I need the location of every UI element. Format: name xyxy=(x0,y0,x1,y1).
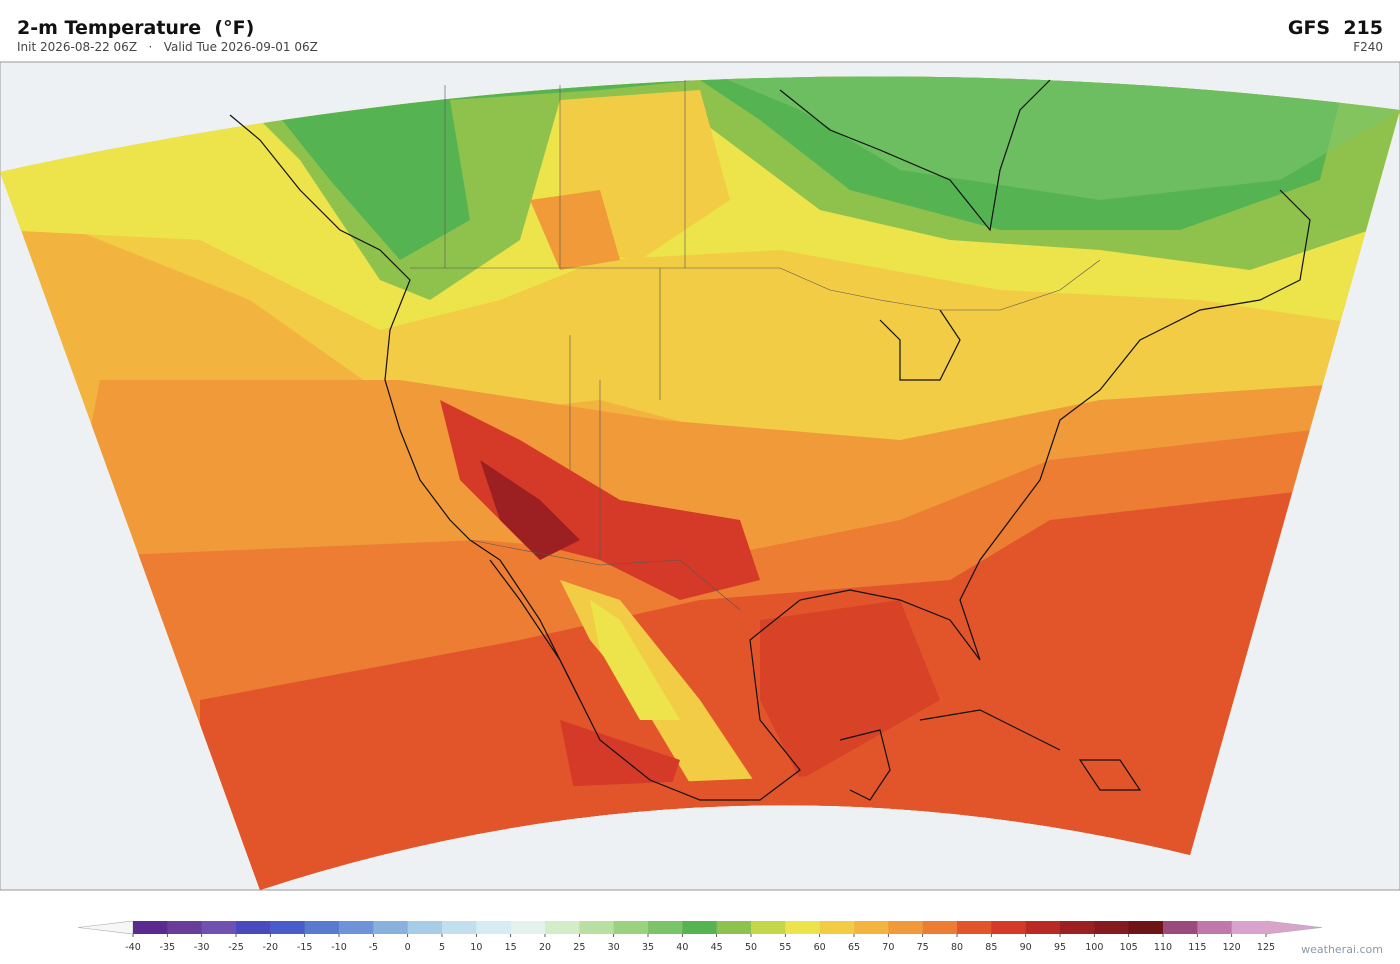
colorbar-swatch xyxy=(133,921,168,934)
colorbar-swatch xyxy=(888,921,924,934)
map xyxy=(0,61,1400,891)
colorbar-tick-label: 120 xyxy=(1223,942,1241,953)
colorbar-tick-label: 105 xyxy=(1120,942,1138,953)
colorbar-swatch xyxy=(751,921,786,934)
colorbar-swatch xyxy=(648,921,683,934)
colorbar-tick-label: 30 xyxy=(608,942,620,953)
colorbar-swatch xyxy=(373,921,409,934)
colorbar-tick-label: 0 xyxy=(405,942,411,953)
colorbar-swatch xyxy=(1197,921,1233,934)
colorbar-swatch xyxy=(854,921,889,934)
subtitle: Init 2026-08-22 06Z · Valid Tue 2026-09-… xyxy=(17,40,318,54)
colorbar-swatch xyxy=(476,921,512,934)
colorbar-tick-label: -20 xyxy=(263,942,279,953)
colorbar-tick-label: 15 xyxy=(505,942,517,953)
title: 2-m Temperature (°F) xyxy=(17,17,254,39)
colorbar-tick-label: 65 xyxy=(848,942,860,953)
colorbar-swatch xyxy=(613,921,649,934)
colorbar-tick-label: -10 xyxy=(331,942,347,953)
colorbar: -40 -35 -30 -25 -20 -15 -10 -5 0 5 10 15 20 25 30 35 40 4… xyxy=(77,920,1323,953)
colorbar-swatch xyxy=(1128,921,1164,934)
colorbar-tick-label: -5 xyxy=(369,942,378,953)
colorbar-swatch xyxy=(167,921,203,934)
colorbar-tick-label: 95 xyxy=(1054,942,1066,953)
colorbar-tick-label: 75 xyxy=(917,942,929,953)
colorbar-swatch xyxy=(1094,921,1130,934)
colorbar-tick-label: 70 xyxy=(882,942,894,953)
colorbar-swatch xyxy=(957,921,992,934)
temperature-field xyxy=(0,76,1400,890)
colorbar-swatch xyxy=(270,921,306,934)
colorbar-tick-label: 115 xyxy=(1188,942,1206,953)
colorbar-tick-label: 50 xyxy=(745,942,757,953)
colorbar-tick-label: 35 xyxy=(642,942,654,953)
model-label: GFS 215 xyxy=(1288,17,1383,39)
colorbar-swatch xyxy=(339,921,374,934)
colorbar-swatch xyxy=(579,921,615,934)
colorbar-swatch xyxy=(819,921,855,934)
colorbar-tick-label: 80 xyxy=(951,942,963,953)
colorbar-swatch xyxy=(304,921,340,934)
colorbar-swatch xyxy=(785,921,821,934)
colorbar-tick-label: 5 xyxy=(439,942,445,953)
colorbar-swatch xyxy=(510,921,546,934)
colorbar-tick-label: -40 xyxy=(125,942,141,953)
colorbar-tick-label: 20 xyxy=(539,942,551,953)
colorbar-tick-label: -15 xyxy=(297,942,313,953)
forecast-hour: F240 xyxy=(1353,40,1383,54)
colorbar-swatch xyxy=(236,921,271,934)
colorbar-tick-label: 10 xyxy=(470,942,482,953)
colorbar-swatch xyxy=(716,921,752,934)
colorbar-tick-label: 85 xyxy=(985,942,997,953)
colorbar-tick-label: 90 xyxy=(1020,942,1032,953)
colorbar-tick-label: 25 xyxy=(573,942,585,953)
colorbar-swatch xyxy=(201,921,237,934)
colorbar-tick-label: -25 xyxy=(228,942,244,953)
colorbar-tick-label: 110 xyxy=(1154,942,1172,953)
colorbar-tick-label: 40 xyxy=(676,942,688,953)
colorbar-swatch xyxy=(922,921,958,934)
colorbar-tick-label: 45 xyxy=(711,942,723,953)
coastlines xyxy=(229,79,1311,801)
colorbar-swatch xyxy=(1060,921,1095,934)
colorbar-swatch xyxy=(1025,921,1061,934)
colorbar-swatch xyxy=(1163,921,1198,934)
colorbar-swatch xyxy=(545,921,580,934)
colorbar-swatch xyxy=(682,921,718,934)
colorbar-tick-label: -35 xyxy=(160,942,176,953)
borders xyxy=(410,80,1101,611)
colorbar-tick-label: 100 xyxy=(1085,942,1103,953)
colorbar-tick-label: 55 xyxy=(779,942,791,953)
colorbar-swatch xyxy=(1231,921,1267,934)
colorbar-swatch xyxy=(442,921,477,934)
colorbar-swatch xyxy=(407,921,443,934)
colorbar-tick-label: 125 xyxy=(1257,942,1275,953)
colorbar-tick-label: -30 xyxy=(194,942,210,953)
colorbar-swatch xyxy=(991,921,1027,934)
colorbar-tick-label: 60 xyxy=(814,942,826,953)
credit: weatherai.com xyxy=(1301,943,1383,956)
